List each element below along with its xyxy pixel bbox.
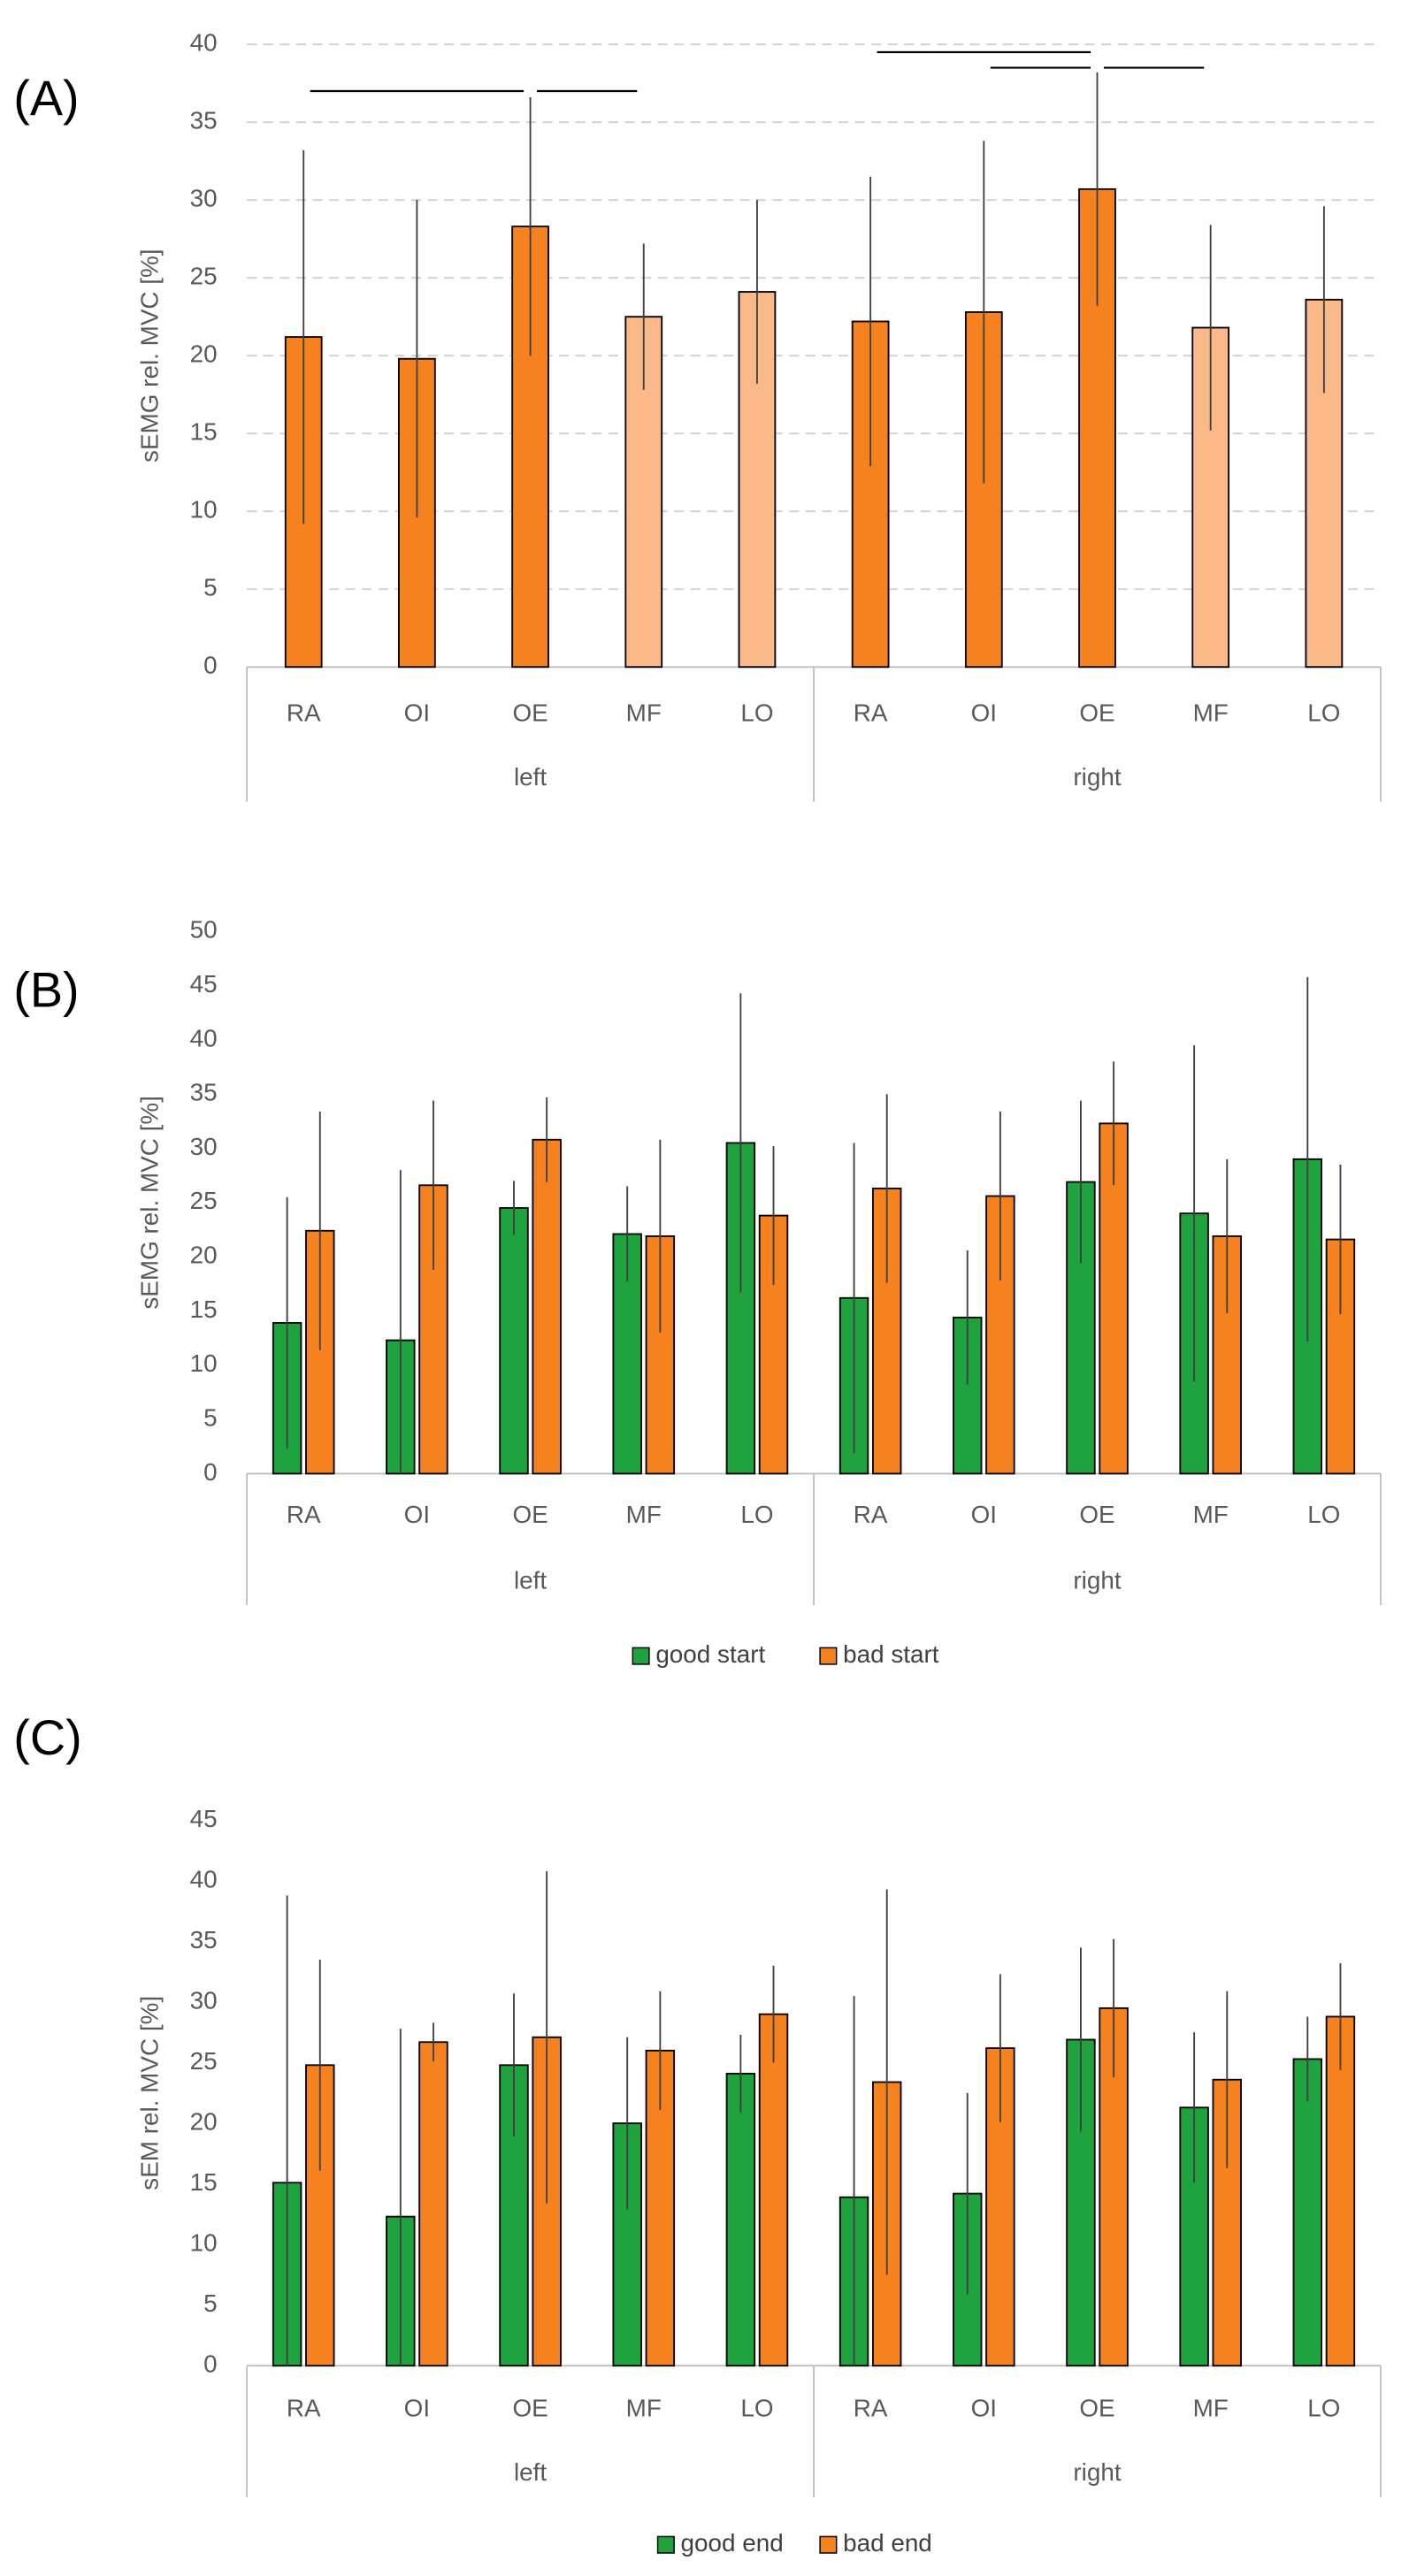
- x-tick-label: OE: [1079, 2395, 1114, 2422]
- y-tick-label: 15: [190, 418, 218, 446]
- y-tick-label: 45: [190, 1805, 218, 1832]
- y-tick-label: 30: [190, 1133, 218, 1160]
- x-tick-label: OE: [1079, 699, 1114, 726]
- x-tick-label: OE: [512, 2395, 548, 2422]
- x-tick-label: MF: [1193, 2395, 1229, 2422]
- y-tick-label: 0: [203, 2351, 218, 2378]
- group-label: right: [1073, 1566, 1121, 1594]
- x-tick-label: OI: [971, 2395, 997, 2422]
- y-tick-label: 30: [190, 1986, 218, 2014]
- y-tick-label: 40: [190, 29, 218, 57]
- x-tick-label: OI: [404, 2395, 430, 2422]
- bar: [1292, 2058, 1323, 2367]
- bar: [758, 2013, 789, 2367]
- y-tick-label: 25: [190, 2047, 218, 2075]
- y-tick-label: 10: [190, 496, 218, 524]
- legend-swatch: [656, 2535, 675, 2554]
- x-tick-label: RA: [287, 2395, 321, 2422]
- bar: [725, 1142, 756, 1475]
- legend-label: bad start: [843, 1640, 939, 1668]
- x-tick-label: OE: [512, 699, 548, 726]
- panel-label: (C): [13, 1710, 81, 1765]
- y-tick-label: 10: [190, 2229, 218, 2257]
- legend-label: good start: [655, 1640, 765, 1668]
- y-axis-title: sEMG rel. MVC [%]: [136, 248, 164, 462]
- x-tick-label: OI: [971, 699, 997, 726]
- y-tick-label: 20: [190, 1242, 218, 1269]
- y-tick-label: 0: [203, 652, 218, 679]
- y-tick-label: 35: [190, 1926, 218, 1953]
- x-tick-label: MF: [1193, 699, 1229, 726]
- group-label: right: [1073, 763, 1121, 791]
- bar: [511, 225, 549, 669]
- x-tick-label: RA: [287, 699, 321, 726]
- x-tick-label: OI: [404, 1501, 430, 1528]
- bar: [645, 2049, 676, 2367]
- legend-label: good end: [681, 2529, 784, 2557]
- y-tick-label: 20: [190, 340, 218, 368]
- x-tick-label: LO: [740, 699, 773, 726]
- x-tick-label: RA: [854, 1501, 888, 1528]
- y-tick-label: 25: [190, 1187, 218, 1214]
- y-axis-title: sEM rel. MVC [%]: [136, 1996, 164, 2190]
- x-tick-label: RA: [287, 1501, 321, 1528]
- x-tick-label: OI: [404, 699, 430, 726]
- x-tick-label: RA: [854, 699, 888, 726]
- bar: [499, 1207, 529, 1475]
- legend-swatch: [632, 1647, 650, 1665]
- x-tick-label: MF: [626, 699, 662, 726]
- y-tick-label: 5: [203, 574, 218, 601]
- group-label: right: [1073, 2458, 1121, 2486]
- y-tick-label: 35: [190, 107, 218, 134]
- panel-label: (A): [13, 71, 79, 126]
- y-tick-label: 5: [203, 2289, 218, 2317]
- y-tick-label: 40: [190, 1865, 218, 1892]
- y-tick-label: 0: [203, 1458, 218, 1486]
- y-tick-label: 5: [203, 1403, 218, 1431]
- y-tick-label: 40: [190, 1024, 218, 1051]
- x-tick-label: MF: [626, 2395, 662, 2422]
- y-tick-label: 15: [190, 2168, 218, 2196]
- y-axis-title: sEMG rel. MVC [%]: [136, 1096, 164, 1309]
- bar: [418, 2041, 448, 2367]
- x-tick-label: LO: [1307, 1501, 1340, 1528]
- x-tick-label: LO: [740, 1501, 773, 1528]
- y-tick-label: 15: [190, 1296, 218, 1323]
- y-tick-label: 45: [190, 970, 218, 998]
- x-tick-label: RA: [854, 2395, 888, 2422]
- panel-label: (B): [13, 963, 79, 1018]
- group-label: left: [514, 763, 547, 791]
- y-tick-label: 10: [190, 1349, 218, 1377]
- x-tick-label: MF: [1193, 1501, 1229, 1528]
- x-tick-label: OE: [1079, 1501, 1114, 1528]
- x-tick-label: LO: [740, 2395, 773, 2422]
- x-tick-label: MF: [626, 1501, 662, 1528]
- legend-label: bad end: [843, 2529, 932, 2557]
- x-tick-label: OE: [512, 1501, 548, 1528]
- y-tick-label: 50: [190, 916, 218, 944]
- legend-swatch: [819, 2535, 838, 2554]
- legend-swatch: [819, 1647, 838, 1665]
- bar: [725, 2072, 756, 2367]
- group-label: left: [514, 1566, 547, 1594]
- y-tick-label: 25: [190, 263, 218, 290]
- x-tick-label: LO: [1307, 2395, 1340, 2422]
- bar: [532, 1138, 562, 1475]
- bar: [1325, 2015, 1356, 2367]
- group-label: left: [514, 2458, 547, 2486]
- y-tick-label: 30: [190, 185, 218, 212]
- x-tick-label: LO: [1307, 699, 1340, 726]
- y-tick-label: 20: [190, 2107, 218, 2135]
- x-tick-label: OI: [971, 1501, 997, 1528]
- y-tick-label: 35: [190, 1079, 218, 1106]
